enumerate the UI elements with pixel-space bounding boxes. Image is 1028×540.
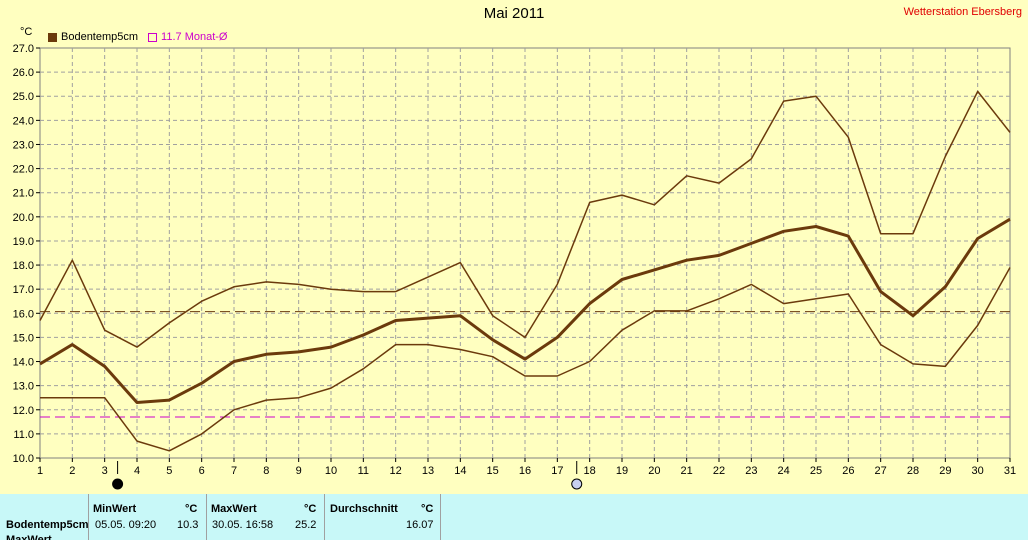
y-tick-label: 14.0 (13, 357, 34, 369)
legend: Bodentemp5cm 11.7 Monat-Ø (48, 31, 228, 43)
x-tick-label: 1 (37, 465, 43, 477)
y-tick-label: 11.0 (13, 429, 34, 441)
row-label: Bodentemp5cm (6, 519, 88, 531)
series-line-min (40, 267, 1011, 452)
y-tick-label: 16.0 (13, 308, 34, 320)
x-tick-label: 18 (584, 465, 596, 477)
full-moon-icon (571, 478, 583, 490)
x-tick-label: 22 (713, 465, 725, 477)
x-tick-label: 5 (166, 465, 172, 477)
y-tick-label: 19.0 (13, 236, 34, 248)
station-name: Wetterstation Ebersberg (903, 6, 1022, 18)
x-tick-label: 4 (134, 465, 140, 477)
new-moon-icon (112, 478, 124, 490)
table-divider (324, 494, 325, 540)
x-tick-label: 11 (358, 465, 369, 477)
x-tick-label: 15 (487, 465, 499, 477)
y-unit-label: °C (20, 26, 33, 38)
legend-series-swatch (48, 32, 57, 42)
y-tick-label: 26.0 (13, 67, 34, 79)
x-tick-label: 21 (681, 465, 693, 477)
x-tick-label: 29 (939, 465, 951, 477)
y-tick-label: 25.0 (13, 91, 34, 103)
x-tick-label: 2 (69, 465, 75, 477)
series-line-mean (39, 217, 1011, 404)
x-tick-label: 30 (972, 465, 984, 477)
min-time: 05.05. 09:20 (95, 519, 157, 531)
legend-avg-label: 11.7 Monat-Ø (161, 31, 228, 43)
series-line-max (39, 90, 1011, 348)
legend-avg-swatch (148, 32, 158, 42)
x-tick-label: 3 (102, 465, 108, 477)
x-tick-label: 31 (1004, 465, 1016, 477)
max-value: 25.2 (295, 519, 317, 531)
y-tick-label: 22.0 (13, 164, 34, 176)
chart-area: 10.0 11.0 12.0 13.0 14.0 15.0 16.0 17.0 18.0 19.0… (12, 5, 1022, 490)
y-tick-label: 23.0 (13, 139, 34, 151)
min-value: 10.3 (177, 519, 199, 531)
max-unit-header: °C (304, 503, 317, 515)
x-tick-label: 26 (842, 465, 854, 477)
min-header: MinWert (93, 503, 137, 515)
y-tick-label: 12.0 (13, 405, 34, 417)
y-tick-label: 18.0 (13, 260, 34, 272)
x-tick-label: 16 (519, 465, 531, 477)
x-tick-label: 25 (810, 465, 822, 477)
table-divider (88, 494, 89, 540)
max-header: MaxWert (211, 503, 257, 515)
line-chart: 10.0 11.0 12.0 13.0 14.0 15.0 16.0 17.0 18.0 19.0… (13, 43, 1016, 490)
y-tick-label: 10.0 (13, 453, 34, 465)
x-tick-label: 13 (422, 465, 434, 477)
summary-table: MinWert °C MaxWert °C Durchschnitt °C Bo… (0, 494, 1028, 540)
y-tick-label: 15.0 (13, 332, 34, 344)
x-tick-label: 27 (875, 465, 887, 477)
y-tick-label: 13.0 (13, 381, 34, 393)
max-time: 30.05. 16:58 (212, 519, 274, 531)
x-tick-label: 19 (616, 465, 628, 477)
y-tick-label: 21.0 (13, 188, 34, 200)
table-divider (206, 494, 207, 540)
x-tick-label: 9 (296, 465, 302, 477)
x-tick-label: 12 (390, 465, 402, 477)
x-tick-label: 20 (648, 465, 660, 477)
x-tick-label: 17 (551, 465, 563, 477)
min-unit-header: °C (185, 503, 198, 515)
x-tick-label: 8 (263, 465, 269, 477)
x-tick-label: 10 (325, 465, 337, 477)
avg-unit-header: °C (421, 503, 434, 515)
x-tick-label: 6 (199, 465, 205, 477)
x-tick-label: 23 (745, 465, 757, 477)
avg-value: 16.07 (406, 519, 434, 531)
table-divider (440, 494, 441, 540)
x-tick-label: 28 (907, 465, 919, 477)
x-tick-label: 14 (454, 465, 466, 477)
avg-header: Durchschnitt (330, 503, 398, 515)
chart-title: Mai 2011 (483, 5, 545, 22)
y-tick-label: 27.0 (13, 43, 34, 55)
y-tick-label: 17.0 (13, 284, 34, 296)
row2-label: MaxWert (6, 534, 52, 540)
x-tick-label: 7 (231, 465, 237, 477)
legend-series-label: Bodentemp5cm (61, 31, 139, 43)
x-tick-label: 24 (778, 465, 790, 477)
y-tick-label: 24.0 (13, 115, 34, 127)
y-tick-label: 20.0 (13, 212, 34, 224)
